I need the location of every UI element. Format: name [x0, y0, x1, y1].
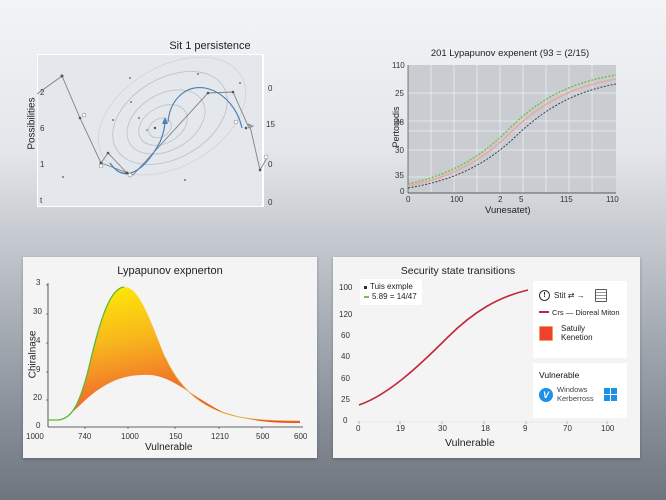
- square-marker-icon: [364, 285, 367, 289]
- panel-security-transitions: Security state transitions 100 120 60 40…: [333, 257, 640, 458]
- x-tick: 30: [438, 424, 447, 433]
- vulnerable-heading: Vulnerable: [539, 370, 580, 380]
- y-tick: 20: [33, 393, 42, 402]
- vulnerable-label: Windows: [557, 385, 588, 394]
- y-right-tick: 0: [268, 160, 273, 169]
- x-tick: 150: [169, 432, 183, 441]
- legend-label: Kenetion: [561, 333, 593, 342]
- y-tick: 25: [341, 395, 350, 404]
- y-tick: 2: [40, 88, 45, 97]
- document-icon: [594, 288, 607, 302]
- y-tick: 60: [341, 331, 350, 340]
- y-right-tick: 0: [268, 198, 273, 207]
- y-tick: 6: [40, 124, 45, 133]
- y-axis-label: Pertorpdis: [391, 106, 401, 148]
- right-axis-line: [263, 54, 264, 207]
- chart-title: Security state transitions: [400, 265, 516, 277]
- x-tick: 18: [481, 424, 490, 433]
- y-tick: 3: [36, 278, 41, 287]
- red-square-icon: [539, 325, 553, 341]
- y-tick: 0: [343, 416, 348, 425]
- y-tick: 1: [40, 160, 45, 169]
- legend-label: Satuily: [561, 324, 586, 333]
- x-tick: 0: [356, 424, 361, 433]
- y-tick: 120: [339, 310, 353, 319]
- x-tick: 2: [498, 195, 503, 204]
- legend-label: Stit ⇄ →: [554, 290, 585, 300]
- legend-item: Tuis exmple: [364, 282, 418, 292]
- legend-row-state: ! Stit ⇄ →: [539, 287, 621, 303]
- y-tick: 100: [339, 283, 353, 292]
- y-tick: 9: [36, 365, 41, 374]
- x-tick: 0: [406, 195, 411, 204]
- legend-row-line: Crs — Dioreal Miton: [539, 305, 621, 319]
- legend-label: 5.89 = 14/47: [372, 292, 417, 301]
- inline-legend: Tuis exmple 5.89 = 14/47: [360, 279, 422, 305]
- transition-plot-svg: [358, 289, 613, 424]
- y-tick: 30: [395, 146, 404, 155]
- x-tick: 1210: [211, 432, 229, 441]
- y-tick: 48: [395, 118, 404, 127]
- x-tick: 600: [294, 432, 308, 441]
- x-tick: 1000: [121, 432, 139, 441]
- x-tick: 100: [601, 424, 615, 433]
- vulnerable-row: V Windows Kerberross: [539, 385, 621, 403]
- y-tick: 25: [395, 89, 404, 98]
- y-tick: 35: [395, 171, 404, 180]
- plot-area: [37, 54, 263, 207]
- v-badge-icon: V: [539, 387, 553, 402]
- y-tick: 30: [33, 307, 42, 316]
- vulnerable-label: Kerberross: [557, 393, 594, 403]
- legend-label: Crs — Dioreal Miton: [552, 307, 620, 317]
- alert-circle-icon: !: [539, 289, 550, 301]
- windows-logo-icon: [603, 388, 617, 401]
- legend-row-retention: Satuily Kenetion: [539, 324, 621, 342]
- legend-item: 5.89 = 14/47: [364, 292, 418, 302]
- persistence-plot-svg: [36, 56, 269, 181]
- y-right-tick: 0: [268, 84, 273, 93]
- y-tick: 4: [36, 336, 41, 345]
- x-tick: 19: [396, 424, 405, 433]
- area-plot-svg: [46, 283, 303, 429]
- legend-label: Tuis exmple: [370, 282, 413, 291]
- side-legend: ! Stit ⇄ → Crs — Dioreal Miton Satuily K…: [533, 281, 627, 358]
- x-tick: 70: [563, 424, 572, 433]
- lyapunov-plot-svg: [407, 65, 617, 194]
- y-tick: t: [40, 196, 43, 205]
- panel-lyapunov-area: Lypapunov expnerton Chiralnase 3 30 4 9 …: [23, 257, 317, 458]
- x-tick: 100: [450, 195, 464, 204]
- x-tick: 500: [256, 432, 270, 441]
- x-axis-label: Vulnerable: [145, 442, 193, 453]
- y-tick: 0: [400, 187, 405, 196]
- x-axis-label: Vulnerable: [445, 437, 495, 449]
- y-right-tick: 15: [266, 120, 275, 129]
- x-axis-label: Vunesatet): [485, 205, 531, 216]
- y-tick: 0: [36, 421, 41, 430]
- x-tick: 1000: [26, 432, 44, 441]
- y-tick: 60: [341, 374, 350, 383]
- line-marker-icon: [364, 296, 369, 298]
- x-tick: 5: [519, 195, 524, 204]
- x-tick: 115: [560, 195, 573, 204]
- chart-title: Sit 1 persistence: [169, 40, 251, 52]
- plot-area: [408, 65, 616, 193]
- x-tick: 9: [523, 424, 528, 433]
- chart-title: Lypapunov expnerton: [117, 265, 223, 277]
- red-line-icon: [539, 311, 549, 313]
- vulnerable-box: Vulnerable V Windows Kerberross: [533, 363, 627, 418]
- x-tick: 110: [606, 195, 619, 204]
- y-tick: 110: [392, 61, 405, 70]
- x-tick: 740: [78, 432, 92, 441]
- chart-title: 201 Lypapunov expenent (93 = (2/15): [430, 48, 590, 59]
- y-tick: 40: [341, 352, 350, 361]
